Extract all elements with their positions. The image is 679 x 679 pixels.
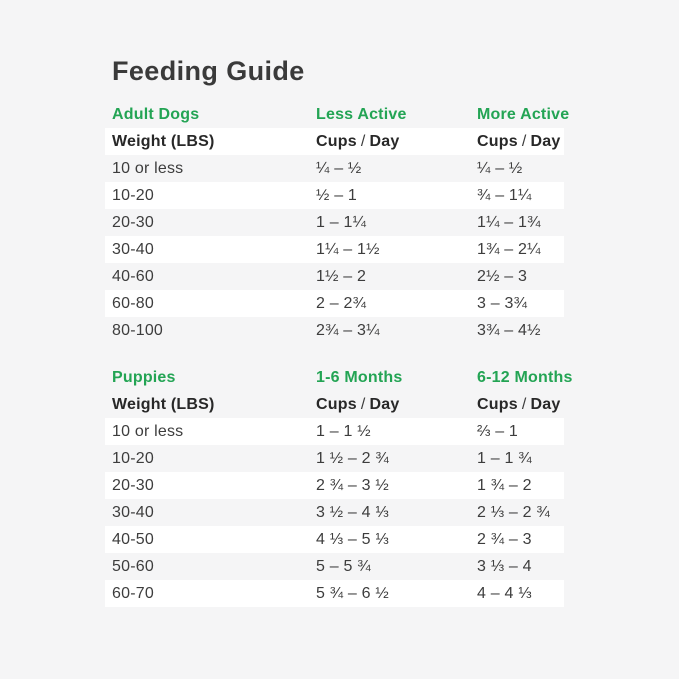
day-label: Day (530, 132, 561, 150)
slash-separator: / (360, 132, 366, 150)
months-6-12-value: 2 ¾ – 3 (477, 530, 532, 548)
table-row: 80-100 2¾ – 3¼ 3¾ – 4½ (105, 317, 564, 344)
table-row: 20-30 2 ¾ – 3 ½ 1 ¾ – 2 (105, 472, 564, 499)
more-active-value: 1¾ – 2¼ (477, 240, 541, 258)
day-label: Day (530, 395, 561, 413)
more-active-value: 3¾ – 4½ (477, 321, 541, 339)
months-1-6-value: 5 ¾ – 6 ½ (316, 584, 389, 602)
weight-value: 10-20 (112, 449, 154, 467)
less-active-value: ½ – 1 (316, 186, 358, 204)
cups-day-header: Cups / Day (470, 396, 564, 414)
cups-label: Cups (316, 132, 357, 150)
weight-lbs-header: Weight (LBS) (112, 132, 215, 150)
months-6-12-value: 4 – 4 ⅓ (477, 584, 532, 602)
months-1-6-value: 2 ¾ – 3 ½ (316, 476, 389, 494)
puppies-section: Puppies 1-6 Months 6-12 Months Weight (L… (105, 364, 572, 607)
less-active-value: 1 – 1¼ (316, 213, 367, 231)
six-to-twelve-months-label: 6-12 Months (477, 368, 573, 386)
table-row: 60-80 2 – 2¾ 3 – 3¾ (105, 290, 564, 317)
weight-value: 60-80 (112, 294, 154, 312)
weight-value: 40-50 (112, 530, 154, 548)
table-row: 10-20 1 ½ – 2 ¾ 1 – 1 ¾ (105, 445, 564, 472)
slash-separator: / (521, 132, 527, 150)
weight-value: 20-30 (112, 476, 154, 494)
puppies-section-header-row: Puppies 1-6 Months 6-12 Months (105, 364, 572, 391)
weight-value: 30-40 (112, 503, 154, 521)
day-label: Day (369, 132, 400, 150)
months-6-12-value: 2 ⅓ – 2 ¾ (477, 503, 550, 521)
table-row: 10 or less 1 – 1 ½ ⅔ – 1 (105, 418, 564, 445)
slash-separator: / (521, 395, 527, 413)
one-to-six-months-label: 1-6 Months (316, 368, 403, 386)
more-active-label: More Active (477, 105, 570, 123)
table-row: 30-40 3 ½ – 4 ⅓ 2 ⅓ – 2 ¾ (105, 499, 564, 526)
less-active-value: 2 – 2¾ (316, 294, 367, 312)
table-row: 50-60 5 – 5 ¾ 3 ⅓ – 4 (105, 553, 564, 580)
months-6-12-value: ⅔ – 1 (477, 422, 519, 440)
slash-separator: / (360, 395, 366, 413)
puppies-column-header-row: Weight (LBS) Cups / Day Cups / Day (105, 391, 564, 418)
less-active-value: ¼ – ½ (316, 159, 362, 177)
months-6-12-value: 3 ⅓ – 4 (477, 557, 532, 575)
less-active-value: 1½ – 2 (316, 267, 367, 285)
months-1-6-value: 3 ½ – 4 ⅓ (316, 503, 389, 521)
table-row: 20-30 1 – 1¼ 1¼ – 1¾ (105, 209, 564, 236)
puppies-label: Puppies (112, 368, 176, 386)
adult-dogs-section: Adult Dogs Less Active More Active Weigh… (105, 101, 569, 344)
more-active-value: ¾ – 1¼ (477, 186, 532, 204)
more-active-value: 1¼ – 1¾ (477, 213, 541, 231)
months-1-6-value: 4 ⅓ – 5 ⅓ (316, 530, 389, 548)
months-1-6-value: 5 – 5 ¾ (316, 557, 371, 575)
more-active-value: 3 – 3¾ (477, 294, 528, 312)
weight-value: 10-20 (112, 186, 154, 204)
weight-value: 50-60 (112, 557, 154, 575)
months-6-12-value: 1 – 1 ¾ (477, 449, 532, 467)
weight-value: 80-100 (112, 321, 164, 339)
table-row: 10 or less ¼ – ½ ¼ – ½ (105, 155, 564, 182)
less-active-value: 1¼ – 1½ (316, 240, 380, 258)
cups-label: Cups (477, 132, 518, 150)
weight-value: 60-70 (112, 584, 154, 602)
weight-value: 10 or less (112, 159, 184, 177)
table-row: 40-60 1½ – 2 2½ – 3 (105, 263, 564, 290)
weight-value: 10 or less (112, 422, 184, 440)
day-label: Day (369, 395, 400, 413)
months-1-6-value: 1 ½ – 2 ¾ (316, 449, 389, 467)
table-row: 60-70 5 ¾ – 6 ½ 4 – 4 ⅓ (105, 580, 564, 607)
adult-section-header-row: Adult Dogs Less Active More Active (105, 101, 569, 128)
cups-label: Cups (316, 395, 357, 413)
months-6-12-value: 1 ¾ – 2 (477, 476, 532, 494)
months-1-6-value: 1 – 1 ½ (316, 422, 371, 440)
weight-value: 20-30 (112, 213, 154, 231)
weight-value: 30-40 (112, 240, 154, 258)
page-title: Feeding Guide (112, 56, 305, 86)
less-active-value: 2¾ – 3¼ (316, 321, 380, 339)
cups-day-header: Cups / Day (470, 133, 564, 151)
table-row: 30-40 1¼ – 1½ 1¾ – 2¼ (105, 236, 564, 263)
cups-label: Cups (477, 395, 518, 413)
weight-lbs-header: Weight (LBS) (112, 395, 215, 413)
less-active-label: Less Active (316, 105, 407, 123)
cups-day-header: Cups / Day (309, 133, 470, 151)
table-row: 10-20 ½ – 1 ¾ – 1¼ (105, 182, 564, 209)
adult-column-header-row: Weight (LBS) Cups / Day Cups / Day (105, 128, 564, 155)
cups-day-header: Cups / Day (309, 396, 470, 414)
table-row: 40-50 4 ⅓ – 5 ⅓ 2 ¾ – 3 (105, 526, 564, 553)
more-active-value: ¼ – ½ (477, 159, 523, 177)
more-active-value: 2½ – 3 (477, 267, 528, 285)
adult-dogs-label: Adult Dogs (112, 105, 200, 123)
weight-value: 40-60 (112, 267, 154, 285)
